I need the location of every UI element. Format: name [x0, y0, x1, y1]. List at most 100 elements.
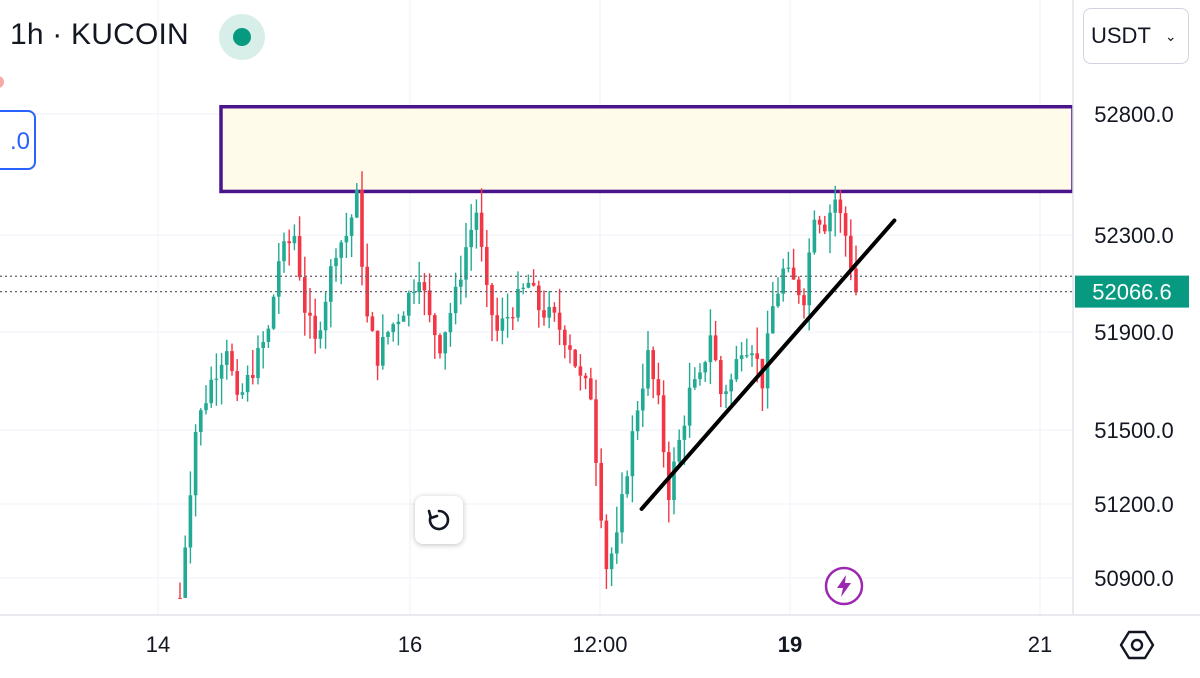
- candle-body: [552, 306, 557, 313]
- candle-body: [453, 286, 458, 314]
- candle-body: [755, 353, 759, 359]
- candle-body: [812, 219, 817, 253]
- candle-body: [485, 246, 489, 285]
- candle-body: [287, 241, 291, 244]
- candle-body: [303, 277, 307, 313]
- rotate-reset-icon: [427, 509, 450, 531]
- candle-body: [677, 439, 681, 462]
- candle-body: [240, 392, 245, 395]
- candle-body: [724, 391, 728, 395]
- candle-body: [417, 282, 421, 293]
- candle-body: [604, 520, 609, 570]
- chart-settings-button[interactable]: [1118, 626, 1156, 664]
- market-status[interactable]: [219, 14, 265, 60]
- candle-body: [511, 317, 515, 319]
- candle-body: [838, 199, 843, 214]
- candle-body: [599, 462, 603, 521]
- candle-body: [199, 410, 203, 432]
- candle-body: [339, 242, 343, 258]
- candle-body: [739, 355, 744, 360]
- candle-body: [833, 199, 837, 213]
- trendline[interactable]: [639, 218, 897, 511]
- candle-body: [563, 329, 567, 346]
- candle-body: [407, 292, 411, 316]
- candle-body: [765, 333, 770, 389]
- candle-body: [334, 257, 338, 267]
- candle-body: [313, 315, 317, 339]
- candle-body: [193, 431, 198, 496]
- candle-body: [547, 306, 551, 318]
- candle-body: [620, 494, 624, 533]
- resistance-zone[interactable]: [219, 104, 1075, 194]
- candle-body: [776, 293, 780, 307]
- price-tick-label: 51900.0: [1094, 320, 1174, 345]
- candle-body: [745, 355, 749, 357]
- candle-body: [609, 553, 614, 570]
- candle-body: [516, 288, 520, 318]
- lightning-button[interactable]: [824, 566, 864, 606]
- reset-chart-button[interactable]: [415, 496, 463, 544]
- value-box[interactable]: .0: [0, 110, 36, 170]
- candle-body: [531, 282, 536, 286]
- candle-body: [526, 282, 531, 288]
- lightning-icon: [824, 566, 864, 606]
- candle-body: [791, 267, 796, 280]
- candle-body: [344, 235, 349, 243]
- grid: [0, 0, 1073, 615]
- price-tick-label: 52800.0: [1094, 102, 1174, 127]
- price-axis-bg: [1073, 0, 1200, 678]
- candle-body: [802, 295, 806, 306]
- candle-body: [594, 399, 598, 463]
- candle-body: [672, 461, 676, 501]
- candle-body: [521, 287, 525, 289]
- time-axis[interactable]: 14 16 12:00 19 21: [0, 614, 1200, 678]
- symbol-title[interactable]: 1h · KUCOIN: [10, 18, 189, 51]
- candle-body: [656, 379, 661, 396]
- candle-body: [823, 224, 827, 232]
- candle-body: [261, 341, 265, 349]
- candle-body: [443, 332, 447, 354]
- time-tick-label: 21: [1028, 632, 1052, 657]
- alert-dot-icon: [0, 76, 4, 88]
- currency-selector[interactable]: USDT ⌄: [1083, 8, 1189, 64]
- candle-body: [729, 379, 733, 392]
- candle-body: [615, 532, 619, 554]
- candle-body: [500, 318, 505, 331]
- candle-body: [282, 241, 286, 262]
- candle-body: [349, 217, 354, 236]
- candle-body: [219, 364, 224, 379]
- hexagon-settings-icon: [1119, 630, 1155, 660]
- candle-body: [308, 312, 312, 316]
- candle-body: [630, 431, 635, 477]
- candle-body: [245, 374, 250, 393]
- current-price-label: 52066.6: [1075, 275, 1189, 308]
- candle-body: [323, 301, 328, 331]
- candle-body: [589, 378, 593, 400]
- price-tick-label: 50900.0: [1094, 566, 1174, 591]
- candle-body: [693, 379, 697, 388]
- status-dot-icon: [233, 28, 251, 46]
- candle-body: [479, 212, 484, 247]
- candle-body: [849, 235, 853, 269]
- candle-body: [251, 374, 255, 379]
- candle-body: [708, 335, 713, 363]
- candle-body: [292, 236, 297, 244]
- candle-body: [271, 296, 276, 329]
- candles: [178, 171, 858, 599]
- candle-body: [209, 379, 213, 404]
- candle-body: [734, 359, 739, 380]
- candle-body: [381, 336, 385, 366]
- price-axis[interactable]: 52800.0 52300.0 51900.0 51500.0 51200.0 50900…: [1072, 0, 1200, 678]
- candle-body: [490, 284, 494, 316]
- chevron-down-icon: ⌄: [1164, 27, 1177, 44]
- candle-body: [568, 345, 572, 350]
- candle-body: [583, 375, 588, 379]
- candle-body: [781, 268, 785, 294]
- candle-body: [817, 219, 822, 225]
- candle-body: [469, 229, 473, 248]
- candle-body: [355, 190, 359, 218]
- time-axis-bg: [0, 615, 1200, 678]
- price-tick-label: 51500.0: [1094, 418, 1174, 443]
- candle-body: [412, 292, 416, 294]
